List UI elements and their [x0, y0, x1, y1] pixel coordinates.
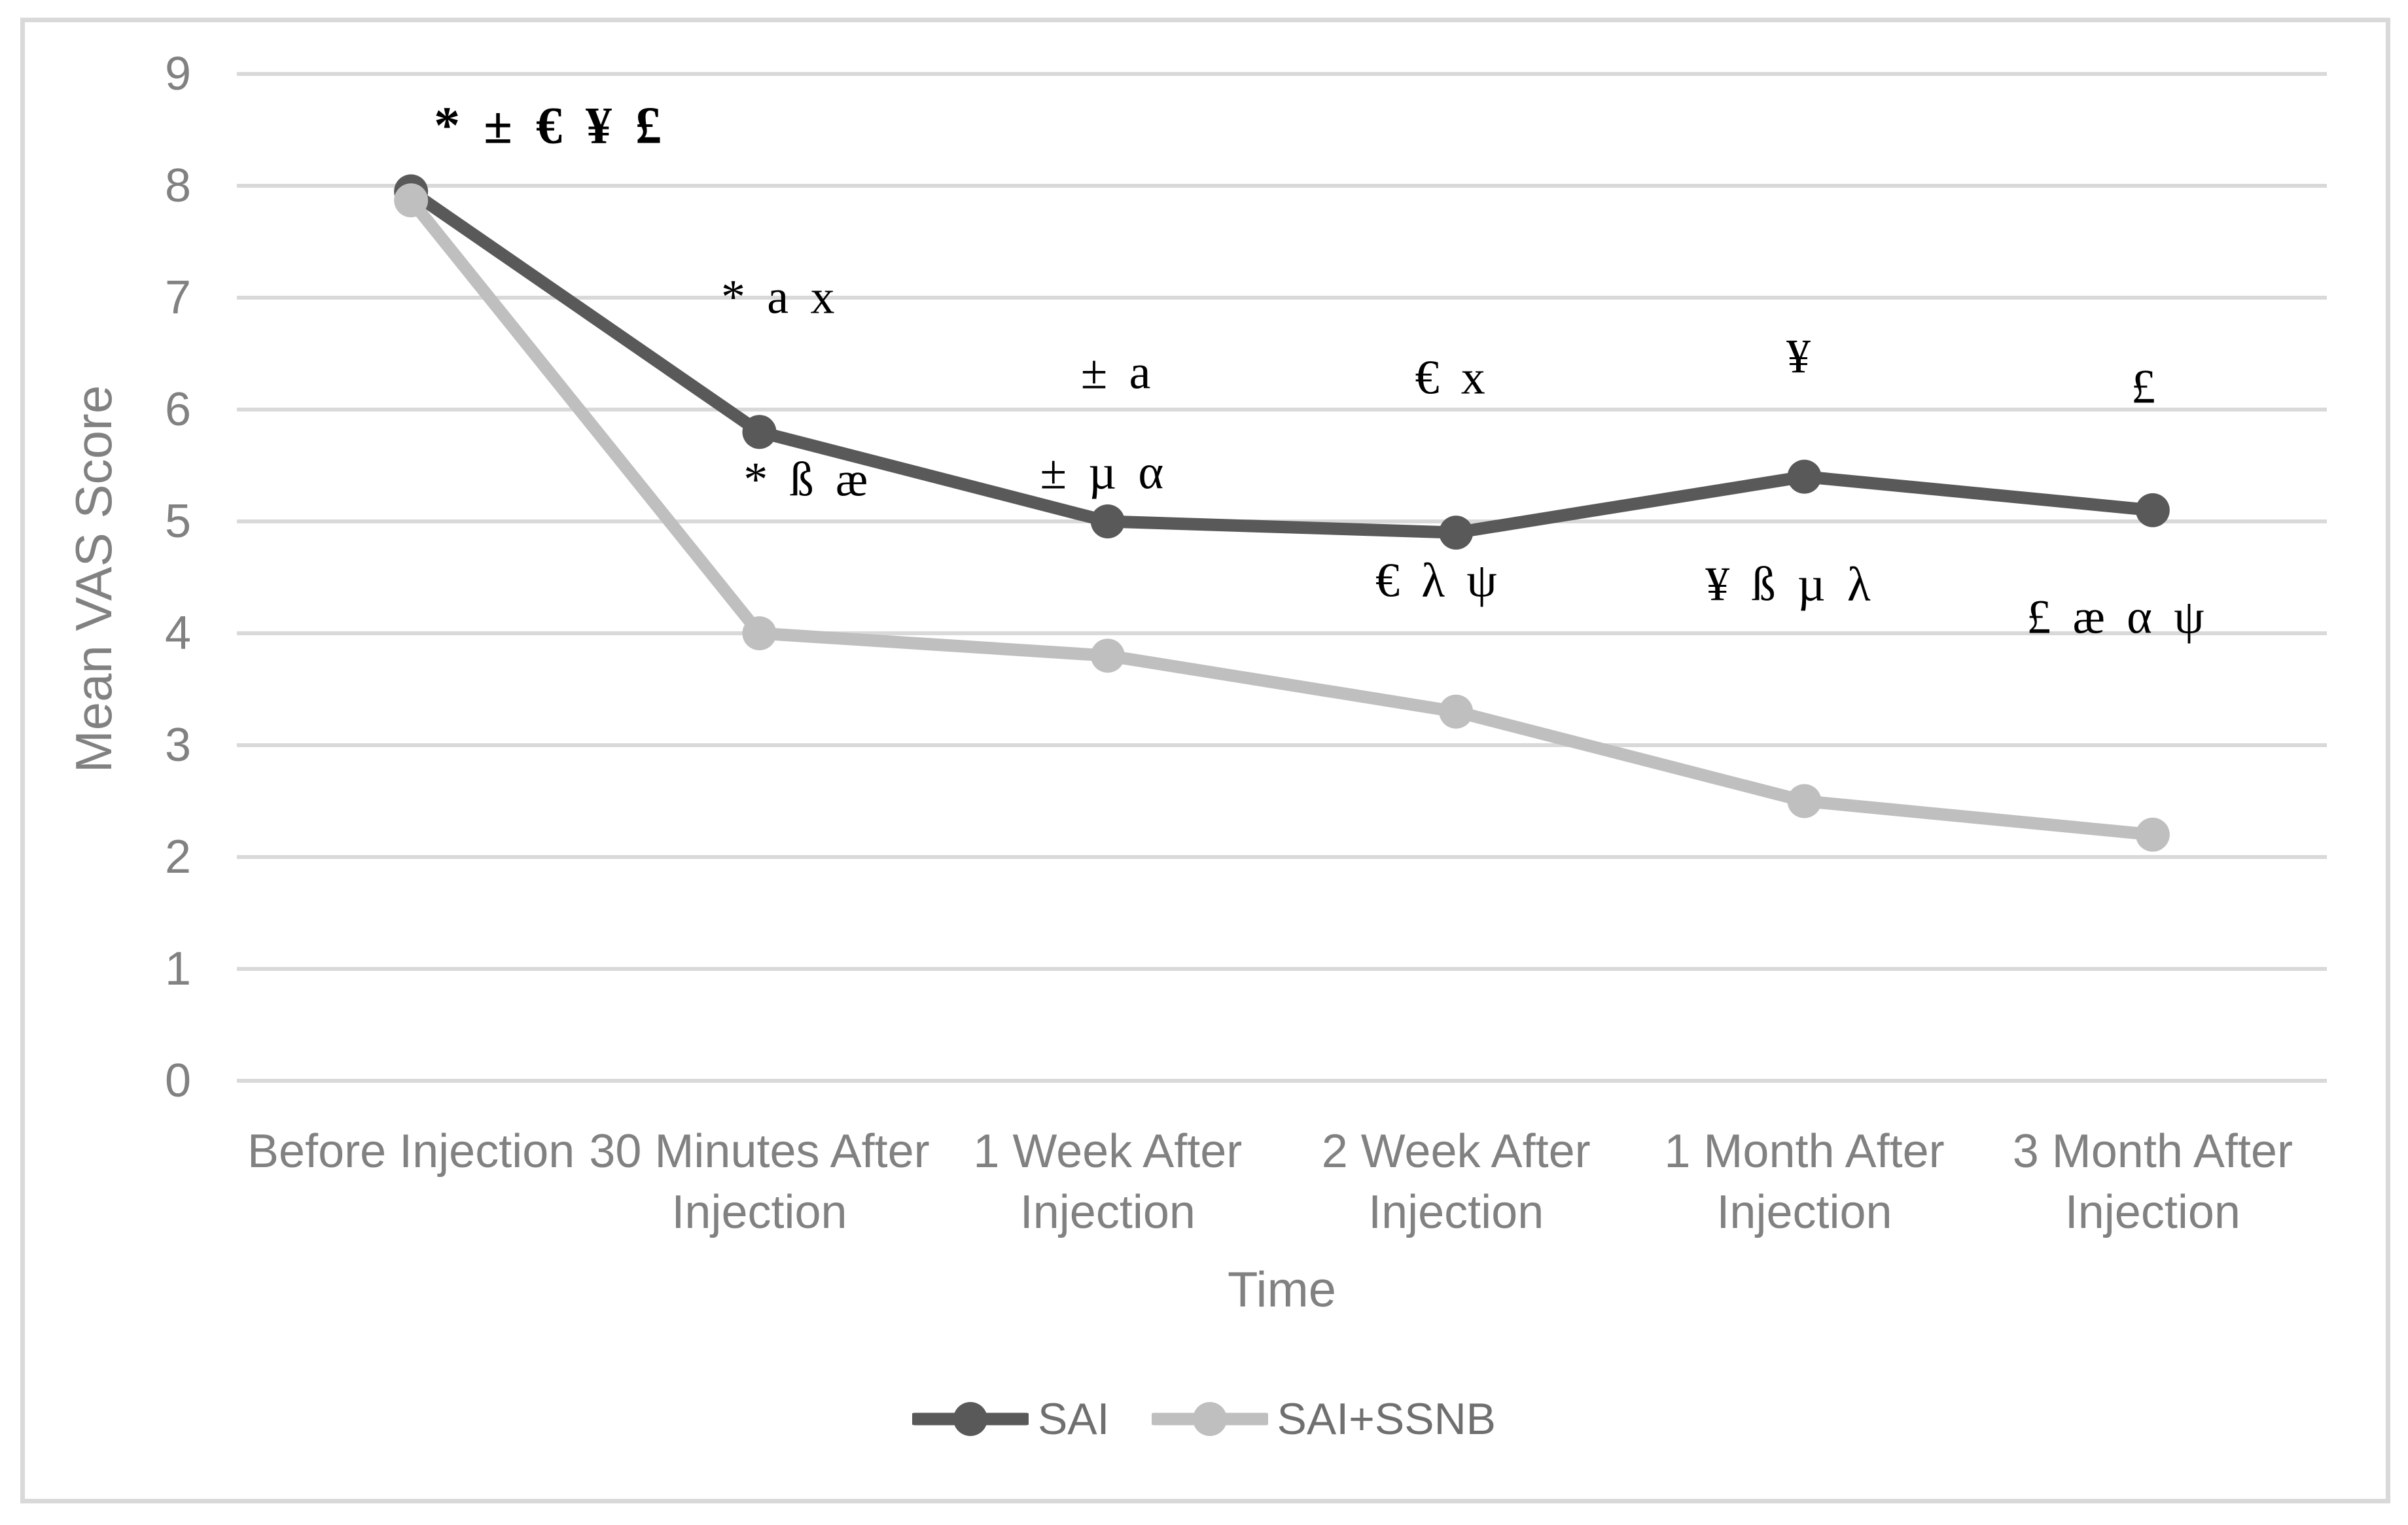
- significance-annotation: * ß æ: [743, 453, 873, 507]
- data-point-marker: [742, 415, 777, 449]
- significance-annotation: € x: [1415, 351, 1491, 405]
- legend-label: SAI+SSNB: [1277, 1394, 1496, 1444]
- legend-marker-icon: [1151, 1402, 1268, 1436]
- series-line-SAI: [404, 185, 2159, 539]
- x-tick-label: 3 Month After Injection: [2012, 1125, 2293, 1238]
- series-layer: [394, 174, 2170, 852]
- y-tick-label: 4: [164, 607, 191, 659]
- data-point-marker: [1090, 639, 1125, 673]
- x-tick-label: 2 Week After Injection: [1321, 1125, 1591, 1238]
- x-tick-label: Before Injection: [247, 1125, 575, 1178]
- significance-annotation: £: [2131, 360, 2161, 414]
- data-point-marker: [1439, 516, 1474, 550]
- legend-marker-icon: [912, 1402, 1029, 1436]
- y-tick-label: 1: [164, 943, 191, 995]
- significance-annotation: ¥: [1786, 330, 1816, 384]
- significance-annotation: * a x: [721, 270, 840, 324]
- significance-annotation: ± µ α: [1040, 446, 1169, 500]
- y-tick-label: 7: [164, 272, 191, 324]
- data-point-marker: [2135, 817, 2170, 852]
- significance-annotation: ± a: [1080, 345, 1156, 400]
- x-tick-label: 1 Week After Injection: [973, 1125, 1243, 1238]
- data-point-marker: [394, 183, 429, 218]
- chart-border: [20, 18, 2390, 1503]
- data-point-marker: [742, 616, 777, 650]
- y-tick-label: 3: [164, 719, 191, 771]
- y-tick-label: 0: [164, 1055, 191, 1107]
- y-tick-label: 8: [164, 160, 191, 212]
- legend-item-SAI: SAI: [912, 1394, 1110, 1445]
- x-tick-label: 1 Month After Injection: [1664, 1125, 1945, 1238]
- significance-annotation: ¥ ß µ λ: [1705, 557, 1876, 612]
- y-tick-label: 2: [164, 831, 191, 883]
- y-tick-label: 9: [164, 48, 191, 100]
- series-line-SAI+SSNB: [404, 194, 2159, 841]
- significance-annotation: € λ ψ: [1375, 553, 1502, 608]
- significance-annotation: £ æ α ψ: [2027, 590, 2209, 644]
- legend-item-SAI+SSNB: SAI+SSNB: [1151, 1394, 1496, 1445]
- y-tick-label: 6: [164, 383, 191, 436]
- y-tick-label: 5: [164, 495, 191, 548]
- data-point-marker: [1090, 504, 1125, 538]
- x-tick-label: 30 Minutes After Injection: [589, 1125, 930, 1238]
- gridlines: [237, 72, 2327, 1083]
- data-point-marker: [1439, 694, 1474, 729]
- data-point-marker: [2135, 493, 2170, 527]
- significance-annotation: * ± € ¥ £: [434, 97, 667, 155]
- data-point-marker: [1787, 459, 1822, 494]
- data-point-marker: [1787, 784, 1822, 818]
- x-axis-title: Time: [1227, 1262, 1337, 1318]
- legend-label: SAI: [1037, 1394, 1110, 1444]
- legend: SAI SAI+SSNB: [22, 1390, 2386, 1448]
